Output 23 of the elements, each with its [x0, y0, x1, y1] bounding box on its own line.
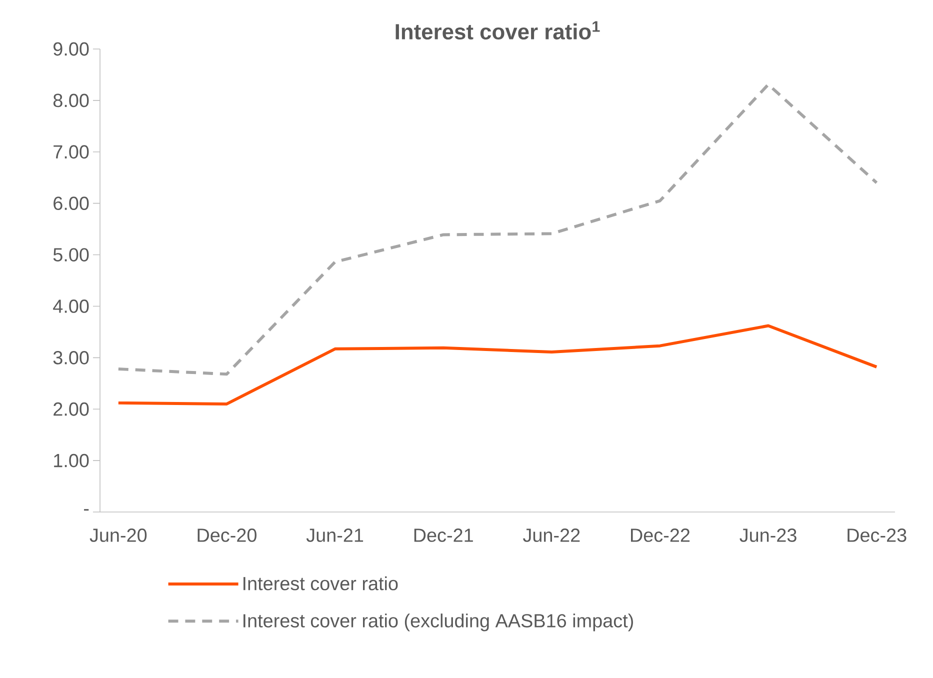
legend-label: Interest cover ratio [244, 576, 398, 590]
y-tick-label: 1.00 [54, 454, 89, 468]
y-tick-label: 3.00 [53, 350, 89, 364]
line-series [116, 324, 878, 406]
x-tick-label: Jun-22 [523, 528, 580, 542]
y-tick-label: 7.00 [54, 145, 89, 159]
chart-title: Interest cover ratio$^{1}$ [396, 21, 600, 40]
x-tick-label: Jun-20 [90, 528, 147, 542]
line-series [116, 82, 878, 376]
y-tick-label: 6.00 [54, 196, 89, 210]
x-tick-label: Dec-22 [631, 528, 690, 542]
x-tick-label: Dec-21 [414, 528, 473, 542]
x-tick-label: Dec-20 [198, 528, 256, 542]
y-tick-label: 2.00 [54, 402, 89, 416]
legend-label: Interest cover ratio (excluding AASB16 impact) [244, 614, 633, 632]
y-tick-label: 8.00 [53, 94, 89, 108]
y-tick-label: - [84, 509, 89, 511]
y-tick-label: 5.00 [53, 248, 89, 262]
x-tick-label: Jun-21 [306, 528, 364, 542]
x-tick-label: Dec-23 [848, 528, 906, 542]
y-tick-label: 4.00 [53, 300, 89, 313]
x-tick-label: Jun-23 [740, 528, 796, 542]
y-tick-label: 9.00 [54, 42, 89, 56]
